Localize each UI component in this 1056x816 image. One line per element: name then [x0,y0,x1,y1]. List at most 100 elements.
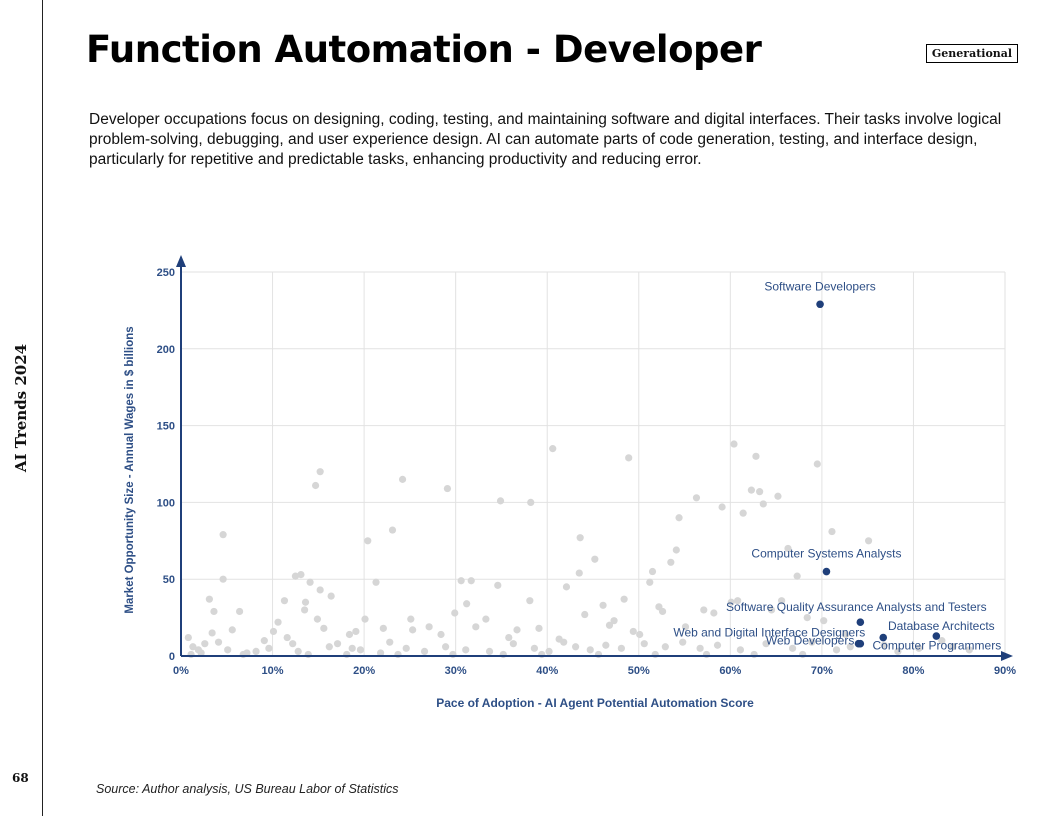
background-point [345,630,354,639]
background-point [756,488,764,496]
highlighted-point [816,300,824,309]
background-point [667,558,675,566]
background-point [386,638,394,646]
background-point [718,503,726,511]
background-point [864,537,873,545]
background-point [379,624,387,632]
highlighted-points: Software Developers Computer Systems Anal… [673,279,1001,652]
background-point [265,644,273,652]
background-point [269,627,278,636]
background-point [325,643,333,651]
background-point [880,641,888,649]
background-point [803,614,811,622]
background-point [441,643,450,651]
y-tick-label: 200 [157,344,175,356]
background-point [752,452,760,460]
x-tick-label: 30% [445,665,467,677]
background-point [747,486,755,494]
background-point [599,601,607,609]
background-point [661,643,669,651]
background-point [730,440,738,448]
background-point [696,644,704,652]
y-tick-label: 250 [157,267,175,279]
background-point [420,647,429,655]
background-point [828,527,836,536]
point-label: Computer Systems Analysts [751,547,901,561]
background-point [788,644,797,652]
background-point [291,572,300,580]
background-point [224,646,232,654]
chart-grid [181,271,1006,656]
background-point [388,526,397,534]
background-point [289,640,297,648]
background-point [372,578,380,586]
background-point [327,592,335,600]
highlighted-point [879,633,888,642]
background-point [820,617,828,625]
background-point [467,577,475,585]
y-tick-label: 150 [157,421,175,433]
x-tick-label: 20% [353,665,375,677]
background-point [320,624,328,632]
background-point [759,500,767,508]
background-point [280,597,289,605]
background-point [425,623,433,631]
background-point [219,531,227,539]
sidebar-rule [42,0,43,816]
background-point [602,641,610,649]
background-point [605,621,614,629]
background-point [575,569,583,577]
background-point [700,606,708,614]
background-point [846,643,854,651]
background-point [808,638,816,646]
background-point [494,581,502,589]
background-point [364,537,372,545]
background-point [526,597,534,605]
background-point [184,633,192,642]
background-point [457,577,465,585]
background-point [437,630,445,639]
background-point [313,615,322,623]
x-axis-title: Pace of Adoption - AI Agent Potential Au… [436,696,754,710]
background-point [581,610,589,619]
background-point [793,572,801,580]
background-point [316,586,324,594]
background-point [496,497,505,505]
background-point [274,618,282,626]
background-point [197,649,205,657]
background-point [894,647,902,655]
y-tick-label: 100 [157,497,175,509]
background-point [208,629,216,637]
point-label: Computer Programmers [873,639,1002,653]
background-point [640,640,648,648]
background-point [361,615,369,623]
background-point [586,646,594,654]
background-point [311,481,320,490]
background-point [727,598,735,606]
background-point [228,626,236,634]
point-label: Web and Digital Interface Designers [673,626,865,640]
background-point [549,445,557,453]
background-point [398,475,407,483]
background-point [636,630,644,639]
background-point [189,643,197,651]
background-point [576,534,584,542]
background-point [201,640,209,648]
x-tick-label: 50% [628,665,650,677]
background-point [562,583,571,591]
background-point [409,626,417,634]
background-point [915,644,923,652]
background-point [463,600,471,608]
page-title: Function Automation - Developer [86,28,762,71]
background-point [734,597,742,605]
background-point [938,637,946,645]
background-point [210,607,218,616]
background-point [681,623,690,631]
background-point [530,644,539,652]
point-label: Software Quality Assurance Analysts and … [726,600,987,614]
x-tick-label: 40% [536,665,558,677]
background-point [675,514,683,522]
background-point [443,484,452,493]
page-description: Developer occupations focus on designing… [89,111,1002,168]
x-tick-label: 10% [262,665,284,677]
